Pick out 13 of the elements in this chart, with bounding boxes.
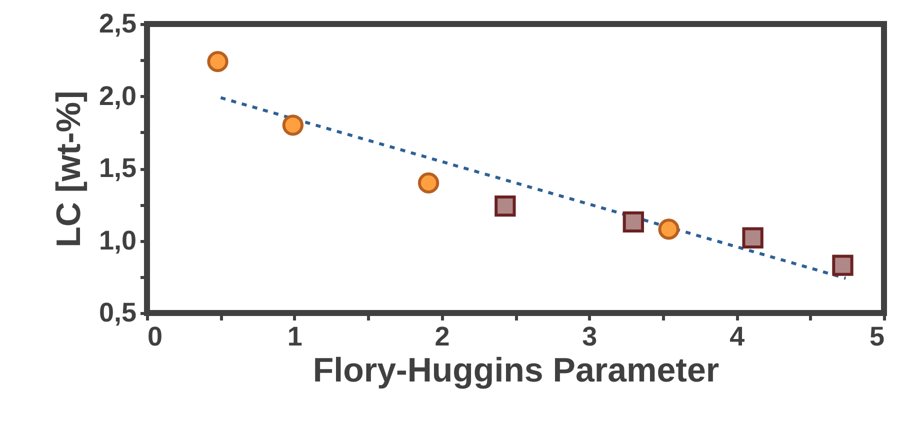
y-tick-label: 0,5 — [98, 298, 136, 328]
x-axis-title: Flory-Huggins Parameter — [312, 352, 720, 390]
y-tick-label: 2,0 — [98, 80, 136, 111]
y-axis-title: LC [wt-%] — [50, 90, 88, 248]
x-tick-label: 5 — [869, 322, 884, 352]
y-tick-label: 1,5 — [98, 153, 136, 183]
x-tick-label: 2 — [434, 322, 450, 352]
y-tick-label: 1,0 — [98, 225, 136, 256]
x-tick-label: 1 — [287, 322, 302, 352]
x-tick-label: 0 — [148, 322, 163, 352]
x-tick-label: 4 — [730, 322, 745, 352]
y-tick-label: 2,5 — [98, 8, 136, 38]
x-tick-label: 3 — [582, 322, 598, 352]
